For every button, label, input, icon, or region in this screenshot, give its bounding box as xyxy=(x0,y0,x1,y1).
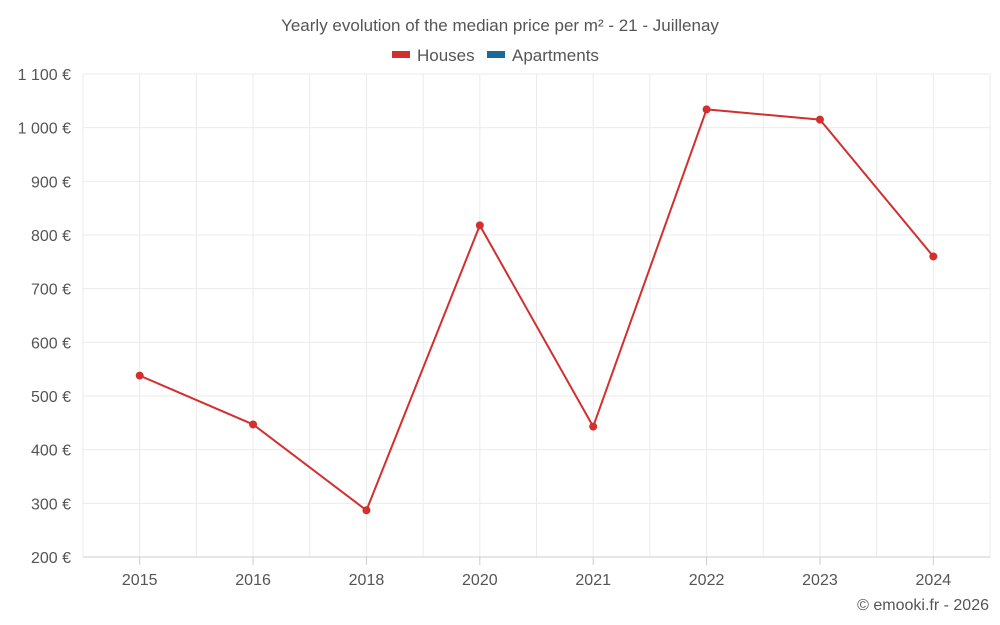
credit: © emooki.fr - 2026 xyxy=(857,597,989,614)
data-point-houses-2018[interactable] xyxy=(362,506,371,515)
chart-title: Yearly evolution of the median price per… xyxy=(281,16,719,35)
grid xyxy=(82,73,991,558)
legend: Houses Apartments xyxy=(392,46,599,65)
data-point-houses-2021[interactable] xyxy=(589,422,598,431)
y-tick-label: 600 € xyxy=(31,335,71,352)
legend-item-houses[interactable]: Houses xyxy=(392,46,475,65)
y-tick-label: 700 € xyxy=(31,282,71,299)
legend-item-apartments[interactable]: Apartments xyxy=(487,46,599,65)
y-tick-label: 900 € xyxy=(31,174,71,191)
y-tick-label: 1 100 € xyxy=(18,67,71,84)
series-houses-line xyxy=(139,108,935,512)
x-axis-ticks: 2015 2016 2018 2020 2021 2022 2023 2024 xyxy=(122,557,951,589)
y-tick-label: 1 000 € xyxy=(18,121,71,138)
data-point-houses-2015[interactable] xyxy=(135,371,144,380)
x-tick-label: 2015 xyxy=(122,572,158,589)
y-tick-label: 200 € xyxy=(31,550,71,567)
data-point-houses-2016[interactable] xyxy=(249,420,258,429)
x-tick-label: 2020 xyxy=(462,572,498,589)
y-tick-label: 800 € xyxy=(31,228,71,245)
y-tick-label: 400 € xyxy=(31,443,71,460)
series-houses xyxy=(135,105,938,515)
y-axis-ticks: 200 € 300 € 400 € 500 € 600 € 700 € 800 € 900 €… xyxy=(18,67,71,567)
data-point-houses-2022[interactable] xyxy=(702,105,711,114)
x-tick-label: 2023 xyxy=(802,572,838,589)
x-tick-label: 2016 xyxy=(235,572,271,589)
data-point-houses-2024[interactable] xyxy=(929,252,938,261)
data-point-houses-2020[interactable] xyxy=(475,221,484,230)
x-tick-label: 2022 xyxy=(689,572,725,589)
legend-swatch-houses xyxy=(392,51,410,58)
x-tick-label: 2021 xyxy=(575,572,611,589)
legend-label-houses: Houses xyxy=(417,46,475,65)
y-tick-label: 500 € xyxy=(31,389,71,406)
x-tick-label: 2024 xyxy=(916,572,952,589)
x-tick-label: 2018 xyxy=(349,572,385,589)
legend-label-apartments: Apartments xyxy=(512,46,599,65)
y-tick-label: 300 € xyxy=(31,496,71,513)
data-point-houses-2023[interactable] xyxy=(815,115,824,124)
legend-swatch-apartments xyxy=(487,51,505,58)
